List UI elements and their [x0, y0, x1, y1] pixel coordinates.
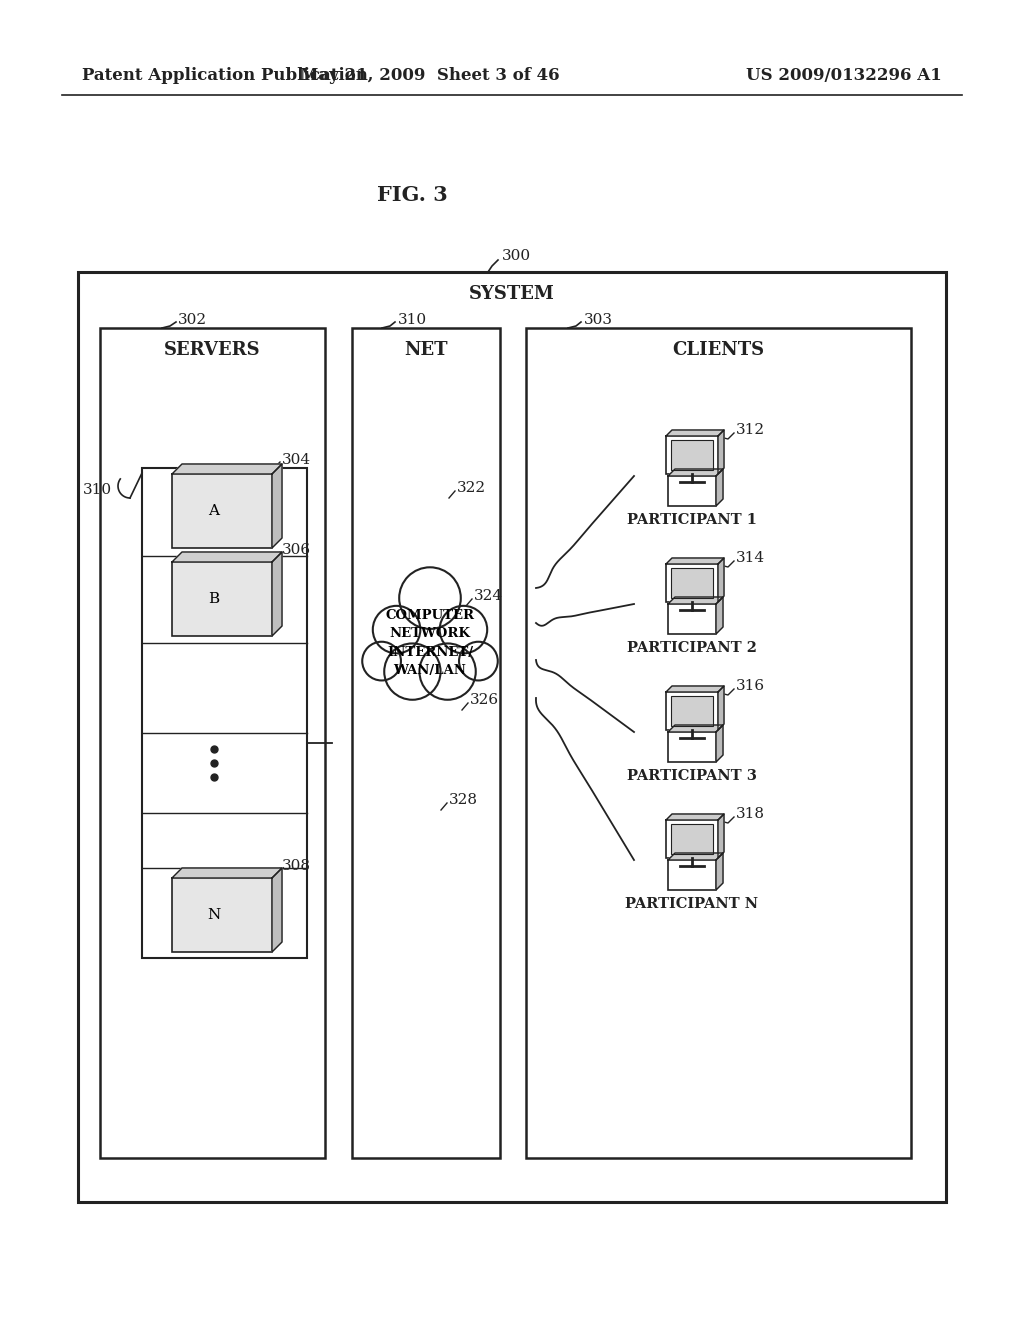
- Bar: [671, 440, 713, 470]
- Bar: [666, 564, 718, 602]
- Polygon shape: [172, 552, 282, 562]
- Circle shape: [459, 642, 498, 681]
- Bar: [668, 861, 716, 890]
- Polygon shape: [272, 552, 282, 636]
- Text: 310: 310: [83, 483, 112, 498]
- Polygon shape: [718, 686, 724, 730]
- Text: SERVERS: SERVERS: [164, 341, 260, 359]
- Bar: [100, 327, 325, 1158]
- Polygon shape: [668, 853, 723, 861]
- Polygon shape: [716, 597, 723, 634]
- Polygon shape: [716, 725, 723, 762]
- Text: N: N: [208, 908, 220, 921]
- Polygon shape: [668, 469, 723, 477]
- Bar: [671, 824, 713, 854]
- Circle shape: [373, 606, 420, 653]
- Bar: [172, 878, 272, 952]
- Circle shape: [399, 568, 461, 628]
- Bar: [526, 327, 911, 1158]
- Text: B: B: [209, 591, 219, 606]
- Text: SYSTEM: SYSTEM: [469, 285, 555, 304]
- Polygon shape: [718, 814, 724, 858]
- Circle shape: [420, 643, 476, 700]
- Bar: [172, 562, 272, 636]
- Circle shape: [362, 642, 401, 681]
- Text: US 2009/0132296 A1: US 2009/0132296 A1: [746, 66, 942, 83]
- Text: 303: 303: [584, 313, 613, 327]
- Text: PARTICIPANT 1: PARTICIPANT 1: [627, 513, 757, 527]
- Polygon shape: [172, 465, 282, 474]
- Polygon shape: [668, 725, 723, 733]
- Text: PARTICIPANT 3: PARTICIPANT 3: [627, 770, 757, 783]
- Text: PARTICIPANT N: PARTICIPANT N: [626, 898, 759, 911]
- Bar: [666, 820, 718, 858]
- Polygon shape: [666, 558, 724, 564]
- Text: 310: 310: [398, 313, 427, 327]
- Text: COMPUTER
NETWORK
INTERNET/
WAN/LAN: COMPUTER NETWORK INTERNET/ WAN/LAN: [385, 609, 474, 677]
- Polygon shape: [718, 430, 724, 474]
- Polygon shape: [666, 430, 724, 436]
- Circle shape: [439, 606, 487, 653]
- Bar: [172, 474, 272, 548]
- Text: 306: 306: [282, 543, 311, 557]
- Text: 328: 328: [449, 793, 478, 807]
- Bar: [666, 692, 718, 730]
- Text: PARTICIPANT 2: PARTICIPANT 2: [627, 642, 757, 655]
- Text: 318: 318: [736, 807, 765, 821]
- Bar: [671, 568, 713, 598]
- Polygon shape: [172, 869, 282, 878]
- Bar: [668, 477, 716, 506]
- Text: 312: 312: [736, 422, 765, 437]
- Bar: [78, 272, 946, 1203]
- Text: 316: 316: [736, 678, 765, 693]
- Polygon shape: [716, 469, 723, 506]
- Text: 324: 324: [474, 589, 503, 603]
- Text: 300: 300: [502, 249, 531, 263]
- Polygon shape: [716, 853, 723, 890]
- Bar: [352, 327, 500, 1158]
- Text: 314: 314: [736, 550, 765, 565]
- Text: 326: 326: [470, 693, 499, 708]
- Polygon shape: [272, 869, 282, 952]
- Polygon shape: [718, 558, 724, 602]
- Text: 308: 308: [282, 859, 311, 873]
- Text: Patent Application Publication: Patent Application Publication: [82, 66, 368, 83]
- Bar: [666, 436, 718, 474]
- Bar: [671, 696, 713, 726]
- Text: FIG. 3: FIG. 3: [377, 185, 447, 205]
- Text: 302: 302: [178, 313, 207, 327]
- Polygon shape: [666, 686, 724, 692]
- Bar: [668, 733, 716, 762]
- Polygon shape: [666, 814, 724, 820]
- Text: A: A: [209, 504, 219, 517]
- Bar: [142, 469, 307, 958]
- Bar: [668, 605, 716, 634]
- Text: 322: 322: [457, 480, 486, 495]
- Polygon shape: [272, 465, 282, 548]
- Text: 304: 304: [282, 453, 311, 467]
- Polygon shape: [668, 597, 723, 605]
- Text: May 21, 2009  Sheet 3 of 46: May 21, 2009 Sheet 3 of 46: [300, 66, 560, 83]
- Text: CLIENTS: CLIENTS: [672, 341, 764, 359]
- Text: NET: NET: [404, 341, 447, 359]
- Circle shape: [384, 643, 440, 700]
